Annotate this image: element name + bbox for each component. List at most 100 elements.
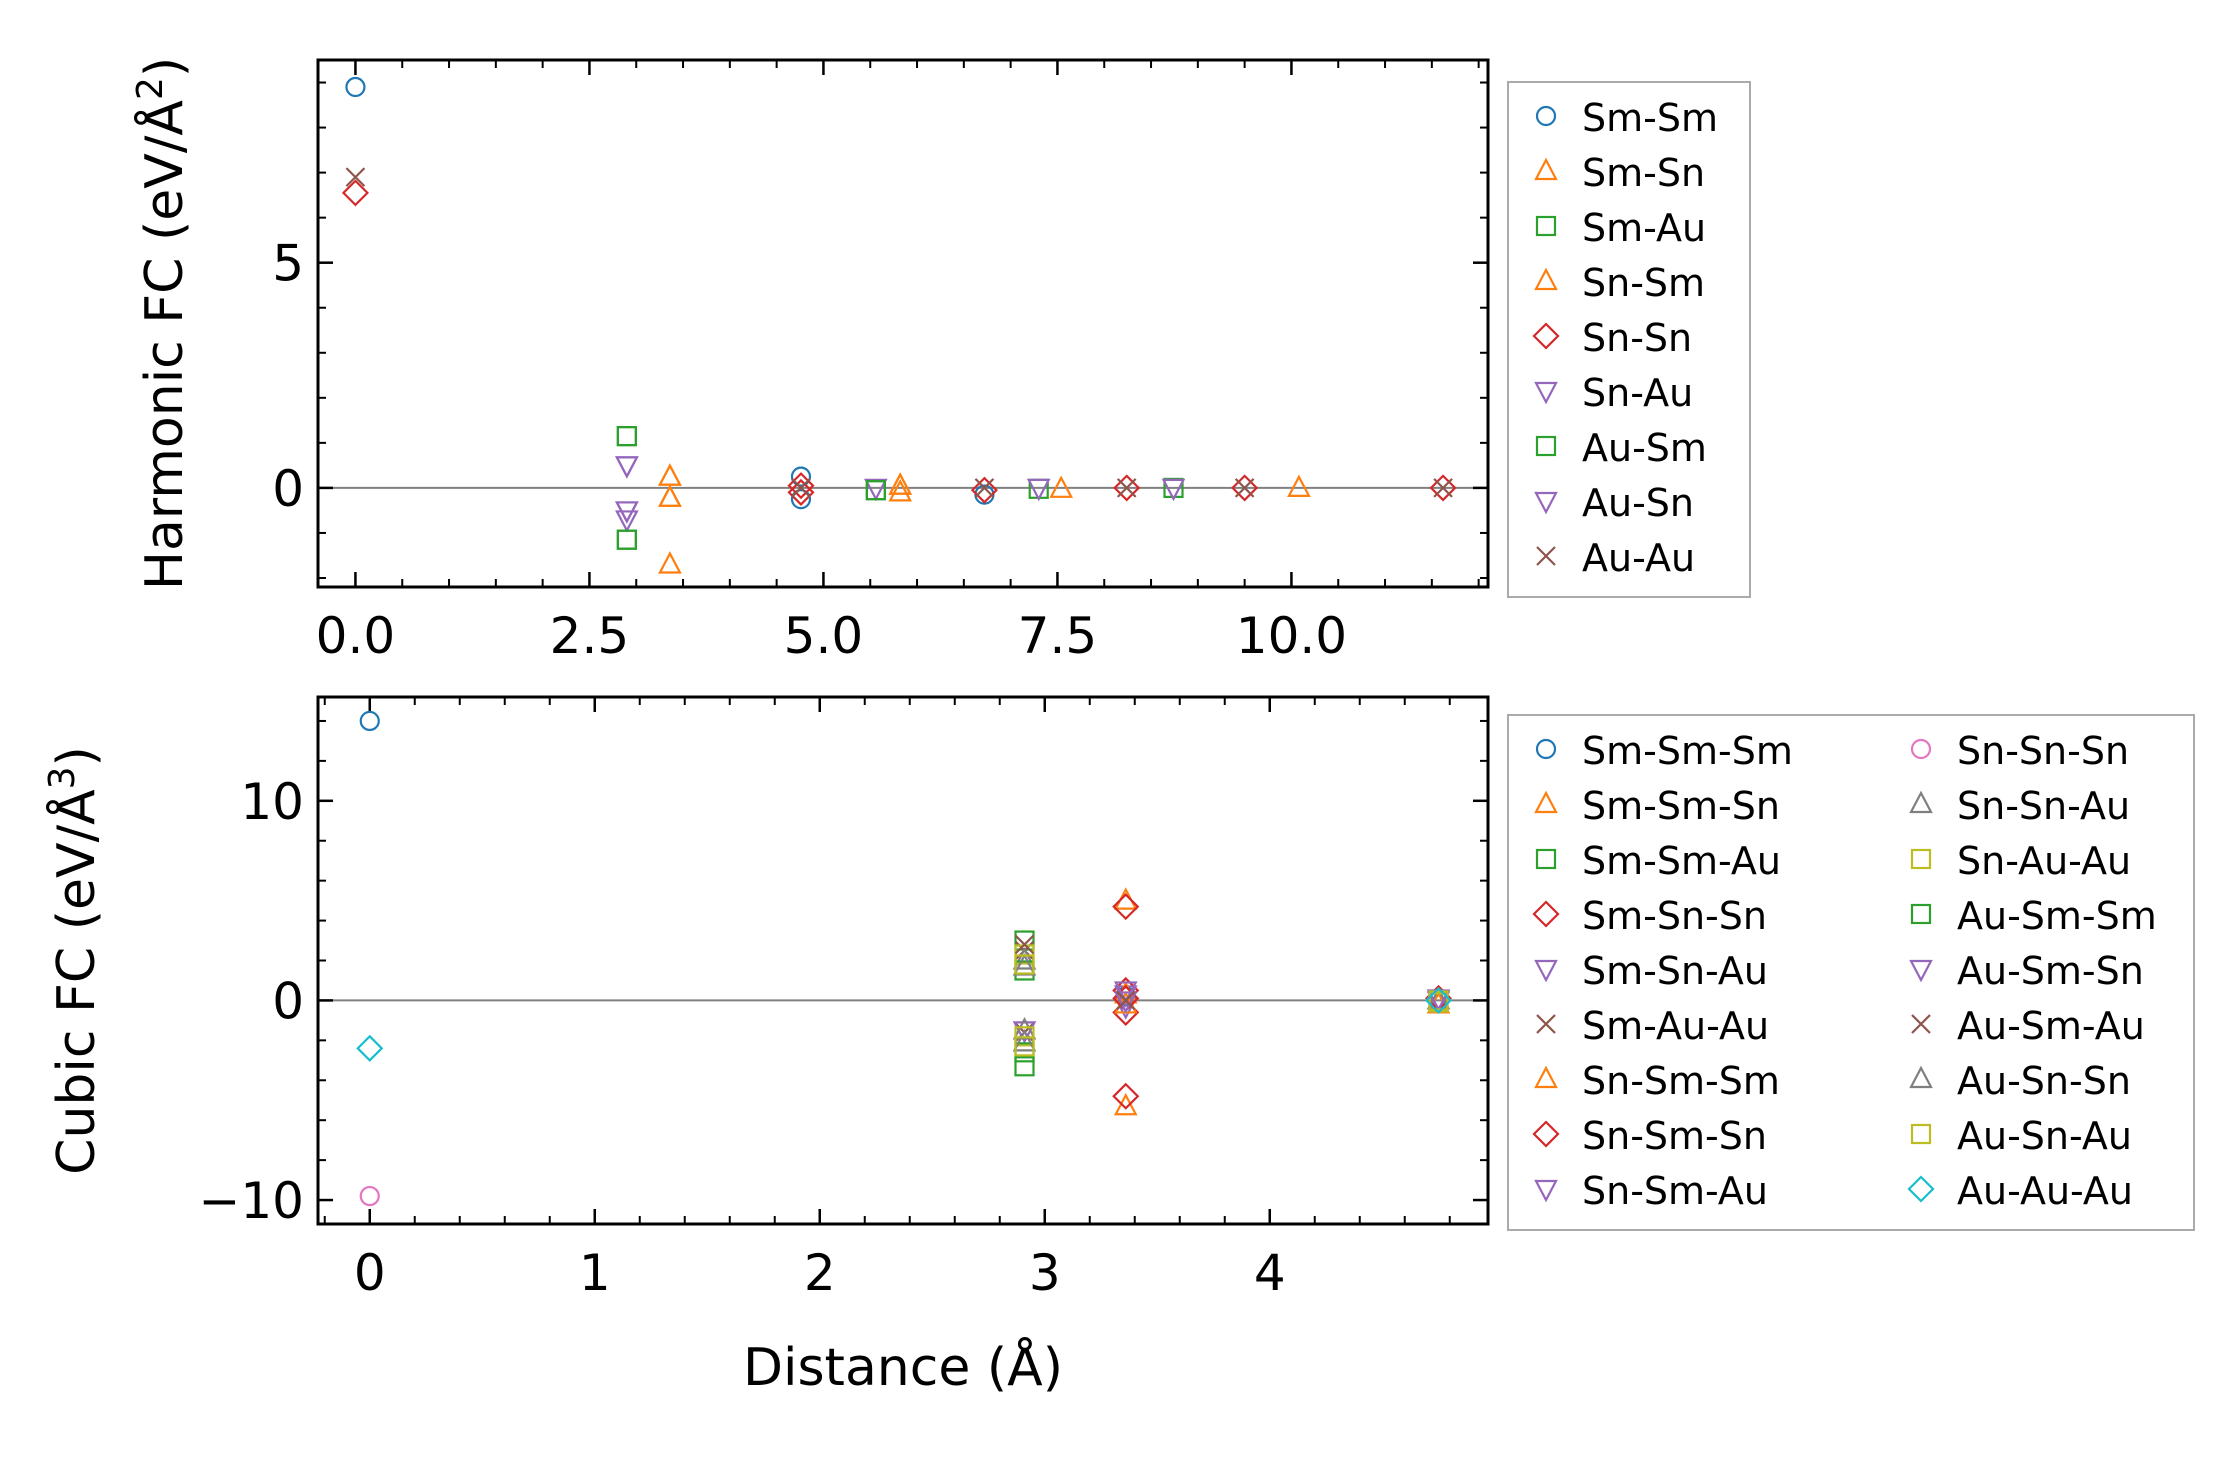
data-point	[359, 710, 380, 732]
data-point	[345, 167, 366, 187]
data-point	[1014, 1036, 1035, 1057]
series-sn-au-au	[1014, 944, 1449, 1047]
legend-item: Au-Au-Au	[1907, 1169, 2133, 1213]
data-point	[615, 501, 639, 524]
legend-marker	[1910, 848, 1932, 870]
legend-marker	[1907, 1175, 1935, 1203]
legend-label: Au-Au-Au	[1957, 1169, 2133, 1213]
series-sm-sm	[345, 76, 995, 510]
legend-label: Au-Sm	[1582, 426, 1707, 470]
legend: Sm-Sm-Sm Sm-Sm-Sn Sm-Sm-Au Sm-Sn-Sn Sm-Sn-Au…	[1507, 714, 2195, 1231]
series-sn-sn	[341, 179, 1457, 506]
legend-item: Sn-Sm-Sm	[1534, 1059, 1780, 1103]
x-tick-label: 7.5	[1018, 607, 1098, 665]
legend-item: Sn-Au-Au	[1910, 839, 2131, 883]
y-tick-label: 0	[272, 972, 304, 1030]
data-point	[1112, 1082, 1140, 1110]
legend-label: Au-Sm-Sm	[1957, 894, 2157, 938]
legend-label: Sm-Sm-Sm	[1582, 729, 1793, 773]
y-tick-label: 0	[272, 460, 304, 518]
legend-item: Au-Sn-Au	[1910, 1114, 2132, 1158]
legend-label: Sm-Sm	[1582, 96, 1718, 140]
legend-marker	[1534, 1065, 1558, 1089]
data-point	[1161, 478, 1186, 502]
data-point	[1012, 1021, 1037, 1044]
legend-marker	[1535, 848, 1557, 870]
plot-frame	[316, 58, 1490, 589]
data-point	[616, 529, 637, 550]
data-point	[790, 466, 812, 487]
series-sm-sn-au	[1113, 985, 1451, 1020]
data-point	[341, 179, 369, 207]
legend-label: Sm-Sm-Au	[1582, 839, 1781, 883]
legend-marker	[1532, 1120, 1560, 1148]
data-point	[864, 478, 888, 502]
data-point	[658, 463, 682, 486]
series-sm-sm-au	[1014, 930, 1035, 1077]
x-tick-label: 4	[1254, 1244, 1286, 1302]
data-point	[1113, 887, 1138, 910]
plot-frame	[316, 695, 1490, 1226]
legend-item: Au-Sm	[1535, 426, 1707, 470]
data-point	[345, 76, 366, 98]
data-point	[356, 1034, 384, 1062]
data-point	[1014, 934, 1035, 955]
legend-label: Sn-Sm-Sm	[1582, 1059, 1780, 1103]
data-point	[888, 472, 913, 495]
data-point	[1112, 893, 1140, 921]
data-point	[865, 480, 886, 501]
legend-frame	[1507, 81, 1751, 598]
legend-label: Sm-Au-Au	[1582, 1004, 1769, 1048]
data-point	[359, 1185, 380, 1207]
legend-marker	[1534, 959, 1558, 983]
x-tick-label: 3	[1029, 1244, 1061, 1302]
series-sn-sn-sn	[359, 1185, 380, 1207]
data-point	[1113, 474, 1141, 502]
legend-marker	[1534, 157, 1558, 181]
series-au-sm-au	[1014, 934, 1136, 1011]
data-point	[1014, 930, 1035, 951]
legend-label: Sn-Sm-Au	[1582, 1169, 1768, 1213]
legend-marker	[1535, 738, 1557, 760]
series-sm-sm-sn	[1113, 887, 1451, 1116]
series-au-sn	[615, 456, 639, 524]
legend-marker	[1534, 381, 1558, 405]
data-point	[1234, 478, 1255, 498]
data-point	[1014, 1056, 1035, 1077]
series-au-sm	[616, 426, 886, 550]
legend-label: Sn-Sn-Au	[1957, 784, 2130, 828]
data-point	[658, 484, 682, 507]
legend-label: Au-Au	[1582, 536, 1695, 580]
data-point	[1424, 986, 1453, 1014]
legend-marker	[1910, 1123, 1932, 1145]
y-tick-label: 5	[272, 235, 304, 293]
legend-item: Sn-Sn	[1532, 316, 1692, 360]
legend-marker	[1536, 1014, 1556, 1034]
data-point	[787, 472, 815, 500]
x-tick-label: 0	[354, 1244, 386, 1302]
legend-marker	[1909, 790, 1933, 814]
legend-label: Sn-Au-Au	[1957, 839, 2131, 883]
legend-label: Au-Sn-Au	[1957, 1114, 2132, 1158]
legend-item: Au-Sm-Sn	[1909, 949, 2144, 993]
series-sn-sn-au	[1012, 947, 1451, 1040]
legend-item: Sn-Sm	[1534, 261, 1705, 305]
legend-item: Au-Sn-Sn	[1909, 1059, 2131, 1103]
data-point	[1012, 947, 1037, 970]
x-tick-label: 2.5	[550, 607, 630, 665]
data-point	[1113, 997, 1138, 1020]
x-tick-label: 10.0	[1236, 607, 1347, 665]
data-point	[790, 489, 812, 510]
legend-item: Sm-Sn-Au	[1534, 949, 1768, 993]
legend-label: Sn-Sm-Sn	[1582, 1114, 1767, 1158]
legend-marker	[1534, 1179, 1558, 1203]
legend-marker	[1909, 959, 1933, 983]
data-point	[1014, 954, 1035, 975]
data-point	[1429, 474, 1457, 502]
legend: Sm-Sm Sm-Sn Sm-Au Sn-Sm Sn-Sn Sn-Au Au-Sm Au-Sn…	[1507, 81, 1751, 598]
data-point	[658, 463, 682, 486]
legend-marker	[1534, 790, 1558, 814]
data-point	[616, 426, 637, 447]
data-point	[615, 510, 639, 533]
legend-marker	[1535, 105, 1557, 127]
